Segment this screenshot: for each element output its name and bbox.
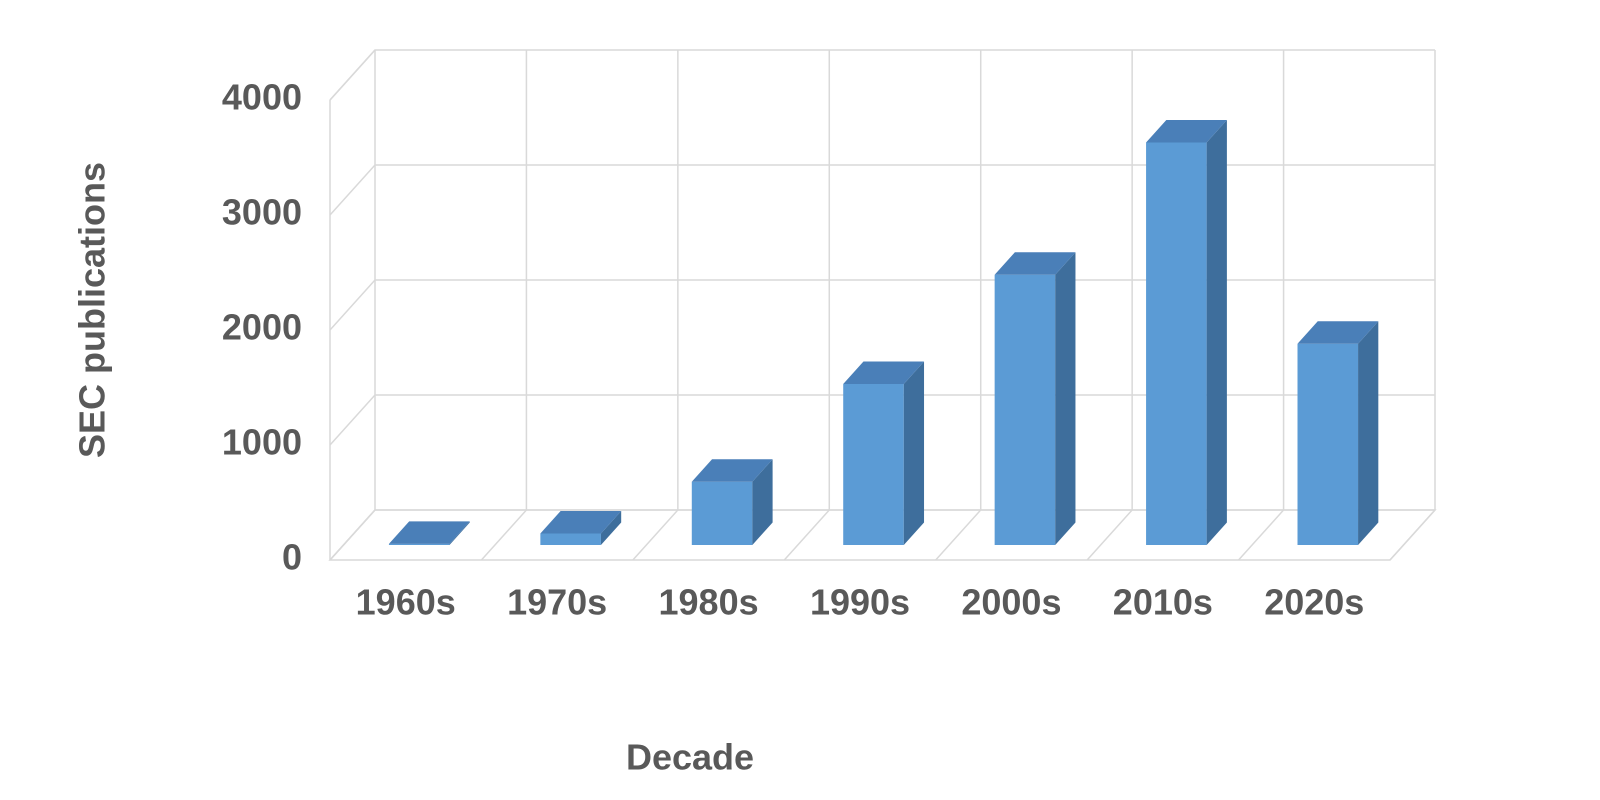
y-tick-label: 0 <box>282 537 302 578</box>
bar-top <box>1146 120 1227 143</box>
wall-divider <box>329 50 376 561</box>
x-tick-label: 2020s <box>1264 582 1364 623</box>
bar-side <box>1358 321 1379 545</box>
wall-divider <box>480 50 528 561</box>
grid-line <box>329 49 1435 101</box>
bar-front <box>843 384 904 545</box>
bar-top <box>388 521 470 544</box>
bar-top <box>994 252 1076 275</box>
x-tick-label: 1990s <box>810 582 910 623</box>
y-tick-label: 2000 <box>222 307 302 348</box>
x-tick-label: 2000s <box>961 582 1061 623</box>
bar-side <box>600 511 622 545</box>
bar-side <box>1206 120 1227 545</box>
y-tick-label: 3000 <box>222 192 302 233</box>
bar-front <box>994 274 1056 545</box>
y-tick-label: 1000 <box>222 422 302 463</box>
grid-line <box>329 164 1435 216</box>
bar-front <box>540 533 601 545</box>
x-tick-label: 2010s <box>1113 582 1213 623</box>
wall-divider <box>1238 50 1285 561</box>
bar-top <box>540 511 622 534</box>
wall-divider <box>1086 50 1133 561</box>
y-tick-label: 4000 <box>222 77 302 118</box>
bar-side <box>752 459 773 545</box>
bar-side <box>1055 252 1076 545</box>
bar-front <box>1146 142 1207 545</box>
bar-top <box>1297 321 1379 344</box>
wall-divider <box>935 50 982 561</box>
bar-side <box>449 521 470 545</box>
wall-edge <box>329 49 376 101</box>
bar-front <box>1297 343 1359 545</box>
x-tick-label: 1970s <box>507 582 607 623</box>
wall-divider <box>1389 50 1436 561</box>
x-tick-label: 1960s <box>356 582 456 623</box>
bar-top <box>843 361 925 384</box>
grid-line <box>329 279 1435 331</box>
wall-divider <box>632 50 679 561</box>
x-axis-title: Decade <box>626 737 754 778</box>
bar-side <box>903 361 925 545</box>
bar-front <box>691 481 753 545</box>
bar-front <box>388 543 450 545</box>
x-tick-label: 1980s <box>659 582 759 623</box>
y-axis-title: SEC publications <box>72 162 113 458</box>
bar-top <box>691 459 773 482</box>
wall-divider <box>783 50 831 561</box>
